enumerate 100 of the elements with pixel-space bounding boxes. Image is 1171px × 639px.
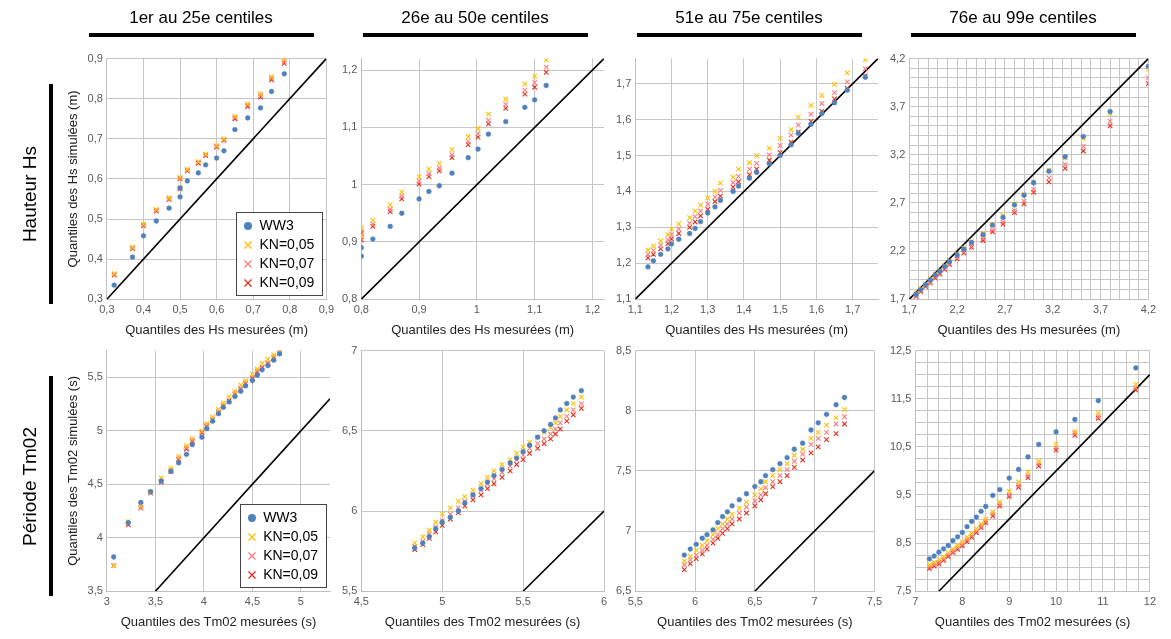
chart-title: 1er au 25e centiles	[128, 8, 274, 28]
y-tick-label: 0,6	[87, 171, 103, 184]
y-tick-label: 0,9	[341, 234, 358, 247]
x-tick-label: 1,5	[772, 302, 788, 315]
x-tick-label: 0,4	[135, 302, 152, 315]
x-tick-label: 1,1	[527, 302, 543, 315]
y-tick-label: 1,5	[615, 148, 632, 161]
x-tick-label: 10	[1049, 594, 1063, 607]
y-tick-label: 1,1	[615, 292, 632, 305]
x-tick-label: 0,5	[172, 302, 188, 315]
legend-label: KN=0,07	[259, 254, 315, 274]
x-tick-label: 5	[297, 594, 304, 607]
x-tick-label: 12	[1143, 594, 1157, 607]
y-tick-label: 0,5	[87, 212, 103, 225]
x-tick-label: 6,5	[747, 594, 763, 607]
x-tick-label: 7,5	[866, 594, 882, 607]
x-tick-label: 2,7	[997, 302, 1013, 315]
x-tick-label: 0,9	[318, 302, 334, 315]
x-tick-label: 4,2	[1140, 302, 1156, 315]
y-tick-label: 0,9	[87, 51, 103, 64]
y-axis-title: Quantiles des Tm02 simulées (s)	[65, 376, 81, 566]
y-axis-title: Quantiles des Hs simulées (m)	[65, 90, 81, 268]
x-tick-label: 1,7	[844, 302, 861, 315]
y-tick-label: 5,5	[87, 370, 103, 383]
y-tick-label: 6,5	[615, 584, 632, 597]
x-tick-label: 1,6	[808, 302, 825, 315]
legend-label: WW3	[263, 508, 298, 528]
y-tick-label: 1,7	[889, 292, 906, 305]
y-tick-label: 0,7	[87, 131, 103, 144]
x-tick-label: 0,9	[411, 302, 427, 315]
chart-title: 76e au 99e centiles	[948, 8, 1098, 28]
y-tick-label: 7	[625, 524, 632, 537]
x-tick-label: 11	[1097, 594, 1109, 607]
y-tick-label: 1,7	[615, 76, 632, 89]
y-tick-label: 1,1	[341, 120, 358, 133]
y-tick-label: 1,6	[615, 112, 632, 125]
y-tick-label: 3,5	[87, 584, 103, 597]
x-tick-label: 5,5	[515, 594, 531, 607]
x-tick-label: 0,8	[282, 302, 298, 315]
y-tick-label: 11,5	[890, 391, 912, 404]
y-tick-label: 12,5	[889, 343, 912, 356]
legend-label: KN=0,05	[263, 527, 318, 547]
x-tick-label: 1	[473, 302, 480, 315]
y-tick-label: 5	[96, 423, 103, 436]
y-tick-label: 4,2	[889, 51, 906, 64]
y-tick-label: 10,5	[889, 439, 912, 452]
text: Période Tm02	[19, 426, 41, 546]
x-axis-title: Quantiles des Hs mesurées (m)	[391, 321, 575, 337]
y-tick-label: 1,4	[615, 184, 632, 197]
x-tick-label: 1,2	[663, 302, 680, 315]
y-tick-label: 1,2	[615, 256, 632, 269]
x-tick-label: 3,5	[147, 594, 164, 607]
chart-title: 26e au 50e centiles	[400, 8, 550, 28]
y-tick-label: 0,8	[87, 91, 103, 104]
y-tick-label: 7	[351, 343, 358, 356]
x-axis-title: Quantiles des Hs mesurées (m)	[937, 321, 1121, 337]
y-tick-label: 9,5	[896, 487, 912, 500]
x-tick-label: 6	[691, 594, 699, 607]
x-tick-label: 9	[1006, 594, 1013, 607]
x-tick-label: 4,5	[244, 594, 261, 607]
x-tick-label: 3	[103, 594, 110, 607]
y-tick-label: 0,3	[87, 292, 103, 305]
y-tick-label: 2,7	[889, 195, 906, 208]
y-tick-label: 6	[351, 504, 358, 517]
y-tick-label: 1	[351, 177, 358, 190]
y-tick-label: 3,7	[889, 99, 906, 112]
y-tick-label: 0,8	[341, 292, 358, 305]
y-tick-label: 7,5	[896, 584, 912, 597]
x-tick-label: 0,7	[245, 302, 261, 315]
x-tick-label: 0,6	[208, 302, 225, 315]
x-tick-label: 2,2	[949, 302, 965, 315]
legend-label: WW3	[259, 216, 294, 236]
x-tick-label: 3,2	[1045, 302, 1061, 315]
legend-label: KN=0,07	[263, 546, 318, 566]
y-tick-label: 1,3	[615, 220, 632, 233]
x-tick-label: 3,7	[1092, 302, 1109, 315]
legend-label: KN=0,09	[259, 273, 315, 293]
x-tick-label: 4	[200, 594, 207, 607]
y-tick-label: 8,5	[896, 536, 912, 549]
chart-title: 51e au 75e centiles	[674, 8, 824, 28]
y-tick-label: 8,5	[615, 343, 632, 356]
y-tick-label: 8	[625, 403, 632, 416]
legend-label: KN=0,05	[259, 235, 315, 255]
y-tick-label: 5,5	[341, 584, 358, 597]
x-axis-title: Quantiles des Hs mesurées (m)	[665, 321, 849, 337]
y-tick-label: 7,5	[615, 463, 632, 476]
x-axis-title: Quantiles des Tm02 mesurées (s)	[934, 613, 1131, 629]
x-axis-title: Quantiles des Tm02 mesurées (s)	[384, 613, 581, 629]
x-tick-label: 7	[811, 594, 818, 607]
x-axis-title: Quantiles des Hs mesurées (m)	[125, 321, 309, 337]
legend-label: KN=0,09	[263, 565, 318, 585]
text: Hauteur Hs	[19, 145, 41, 243]
x-axis-title: Quantiles des Tm02 mesurées (s)	[657, 613, 853, 629]
y-tick-label: 1,2	[341, 63, 358, 76]
y-tick-label: 0,4	[87, 252, 103, 265]
y-tick-label: 2,2	[889, 244, 906, 257]
y-tick-label: 4	[96, 530, 103, 543]
x-tick-label: 1,2	[584, 302, 601, 315]
y-tick-label: 4,5	[87, 477, 103, 490]
y-tick-label: 6,5	[341, 423, 358, 436]
